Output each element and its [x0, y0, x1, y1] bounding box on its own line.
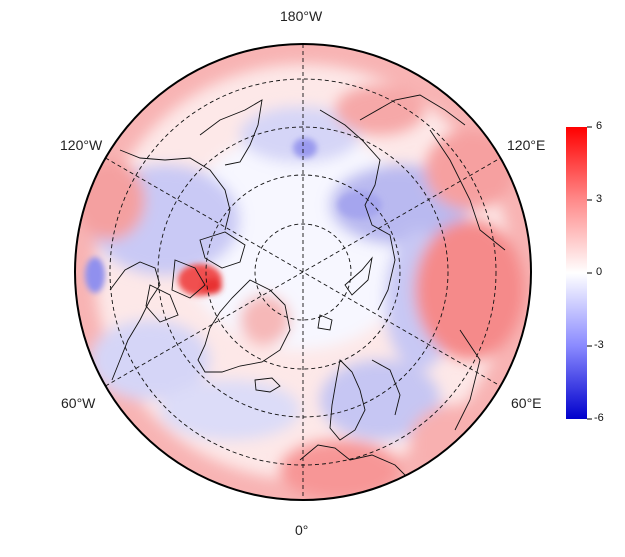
colorbar-tick-neg6: -6: [594, 412, 604, 424]
lon-label-0: 0°: [295, 522, 309, 538]
lon-label-180w: 180°W: [280, 8, 323, 24]
colorbar-tick-neg3: -3: [594, 339, 604, 351]
colorbar-tick-3: 3: [596, 193, 603, 205]
lon-label-120w: 120°W: [60, 137, 103, 153]
graticule: [105, 44, 501, 500]
lon-label-60e: 60°E: [511, 395, 542, 411]
map-boundary: [74, 43, 532, 501]
lon-label-60w: 60°W: [61, 395, 96, 411]
anomaly-field: [75, 44, 531, 500]
colorbar: [566, 126, 592, 420]
coastlines: [109, 94, 506, 481]
colorbar-tick-6: 6: [596, 120, 603, 132]
lon-label-120e: 120°E: [507, 137, 546, 153]
colorbar-tick-0: 0: [596, 266, 603, 278]
